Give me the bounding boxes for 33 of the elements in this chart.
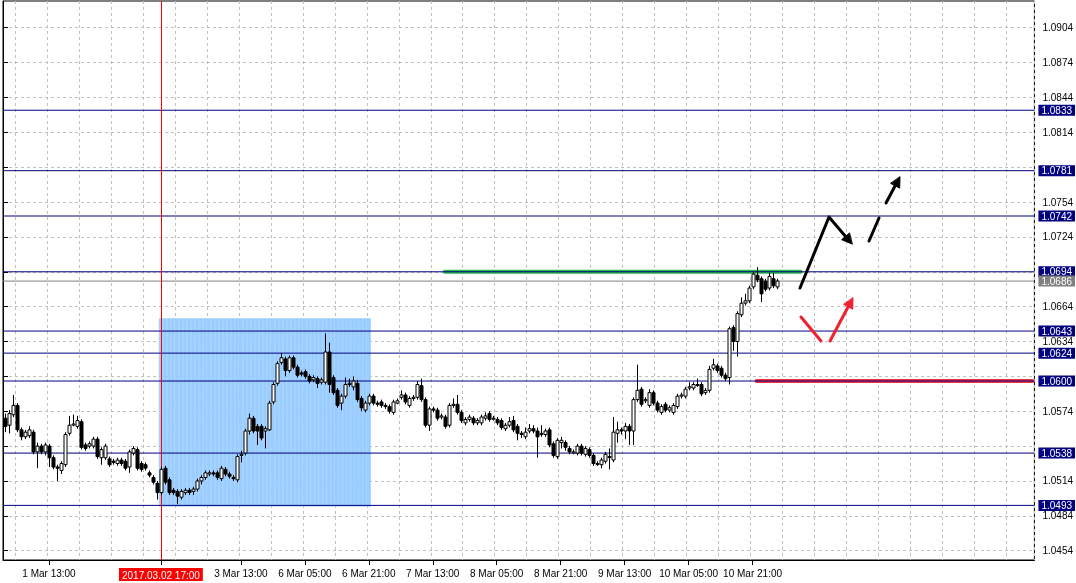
x-tick-label: 8 Mar 21:00 [534,567,588,579]
ref-line-label: 1.0538 [1041,447,1073,459]
y-tick-label: 1.0514 [1042,475,1074,487]
x-tick-label: 9 Mar 13:00 [597,567,652,579]
ref-line-label: 1.0833 [1041,104,1073,116]
ref-line-label: 1.0643 [1041,325,1073,337]
ref-line-label: 1.0686 [1041,275,1073,287]
y-tick-label: 1.0634 [1042,336,1074,348]
x-tick-label: 3 Mar 13:00 [214,567,268,579]
x-tick-label: 1 Mar 13:00 [22,567,77,579]
y-tick-label: 1.0754 [1042,196,1074,208]
x-tick-label: 6 Mar 05:00 [278,567,332,579]
x-tick-label: 10 Mar 21:00 [723,567,783,579]
ref-line-label: 1.0624 [1041,347,1073,359]
y-tick-label: 1.0484 [1042,510,1074,522]
y-tick-label: 1.0574 [1042,405,1074,417]
ref-line-label: 1.0742 [1041,210,1073,222]
x-tick-label: 10 Mar 05:00 [659,567,719,579]
x-tick-label: 2017.03.02 17:00 [121,569,201,581]
x-tick-label: 8 Mar 05:00 [470,567,524,579]
y-tick-label: 1.0454 [1042,545,1074,557]
y-tick-label: 1.0664 [1042,301,1074,313]
y-tick-label: 1.0874 [1042,57,1074,69]
ref-line-label: 1.0600 [1041,375,1073,387]
ref-line-label: 1.0781 [1041,165,1073,177]
y-tick-label: 1.0904 [1042,22,1074,34]
y-tick-label: 1.0814 [1042,126,1074,138]
ref-line-label: 1.0493 [1041,499,1073,511]
y-tick-label: 1.0844 [1042,91,1074,103]
x-tick-label: 7 Mar 13:00 [406,567,460,579]
ref-line-label: 1.0694 [1041,266,1073,278]
y-tick-label: 1.0724 [1042,231,1074,243]
x-tick-label: 6 Mar 21:00 [342,567,396,579]
